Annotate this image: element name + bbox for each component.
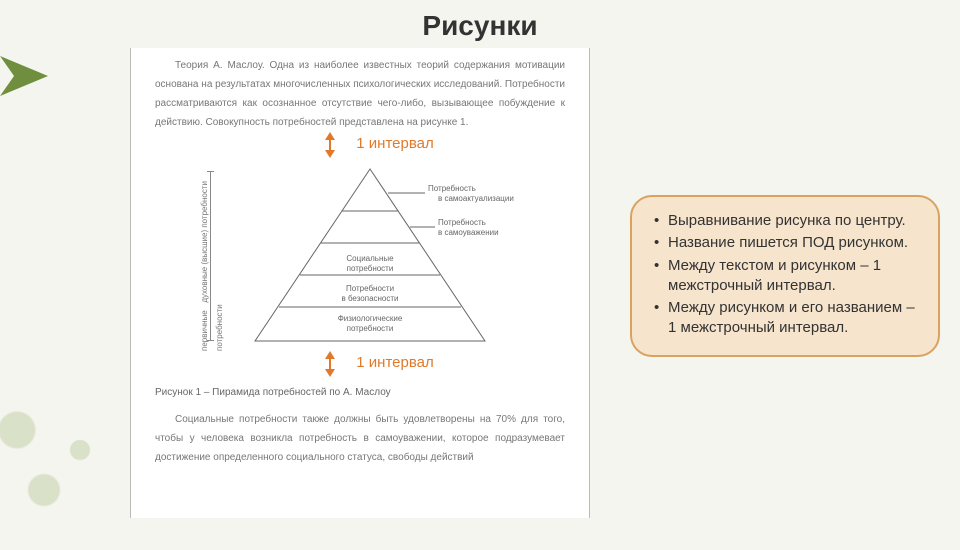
interval-arrow-bottom [325,351,335,377]
document-preview: Теория А. Маслоу. Одна из наиболее извес… [130,48,590,518]
svg-text:в безопасности: в безопасности [341,294,398,303]
interval-arrow-top [325,132,335,158]
pyramid-level-1: Потребность [438,218,486,227]
callout-item: Выравнивание рисунка по центру. [654,211,922,231]
svg-text:потребности: потребности [347,264,394,273]
figure-caption: Рисунок 1 – Пирамида потребностей по А. … [155,383,565,402]
svg-text:потребности: потребности [347,324,394,333]
pyramid-figure: духовные (высшие) потребности первичные … [155,161,565,351]
pyramid-level-0: Потребность [428,184,476,193]
svg-text:в самоактуализации: в самоактуализации [438,194,514,203]
pyramid-level-4: Физиологические [338,314,403,323]
callout-item: Между текстом и рисунком – 1 межстрочный… [654,256,922,297]
rules-callout: Выравнивание рисунка по центру. Название… [630,195,940,357]
interval-label-bottom: 1 интервал [155,349,565,378]
pyramid-level-2: Социальные [346,254,394,263]
doc-paragraph-1: Теория А. Маслоу. Одна из наиболее извес… [155,56,565,132]
pyramid-svg: Потребность в самоактуализации Потребнос… [220,161,520,346]
callout-item: Между рисунком и его названием – 1 межст… [654,298,922,339]
pyramid-level-3: Потребности [346,284,394,293]
pyramid-axis-bottom: первичные потребности [197,271,227,351]
slide-title: Рисунки [0,10,960,42]
slide-marker-arrow [0,56,48,96]
svg-text:в самоуважении: в самоуважении [438,228,499,237]
callout-item: Название пишется ПОД рисунком. [654,233,922,253]
doc-paragraph-2: Социальные потребности также должны быть… [155,410,565,467]
interval-label-top: 1 интервал [155,130,565,159]
